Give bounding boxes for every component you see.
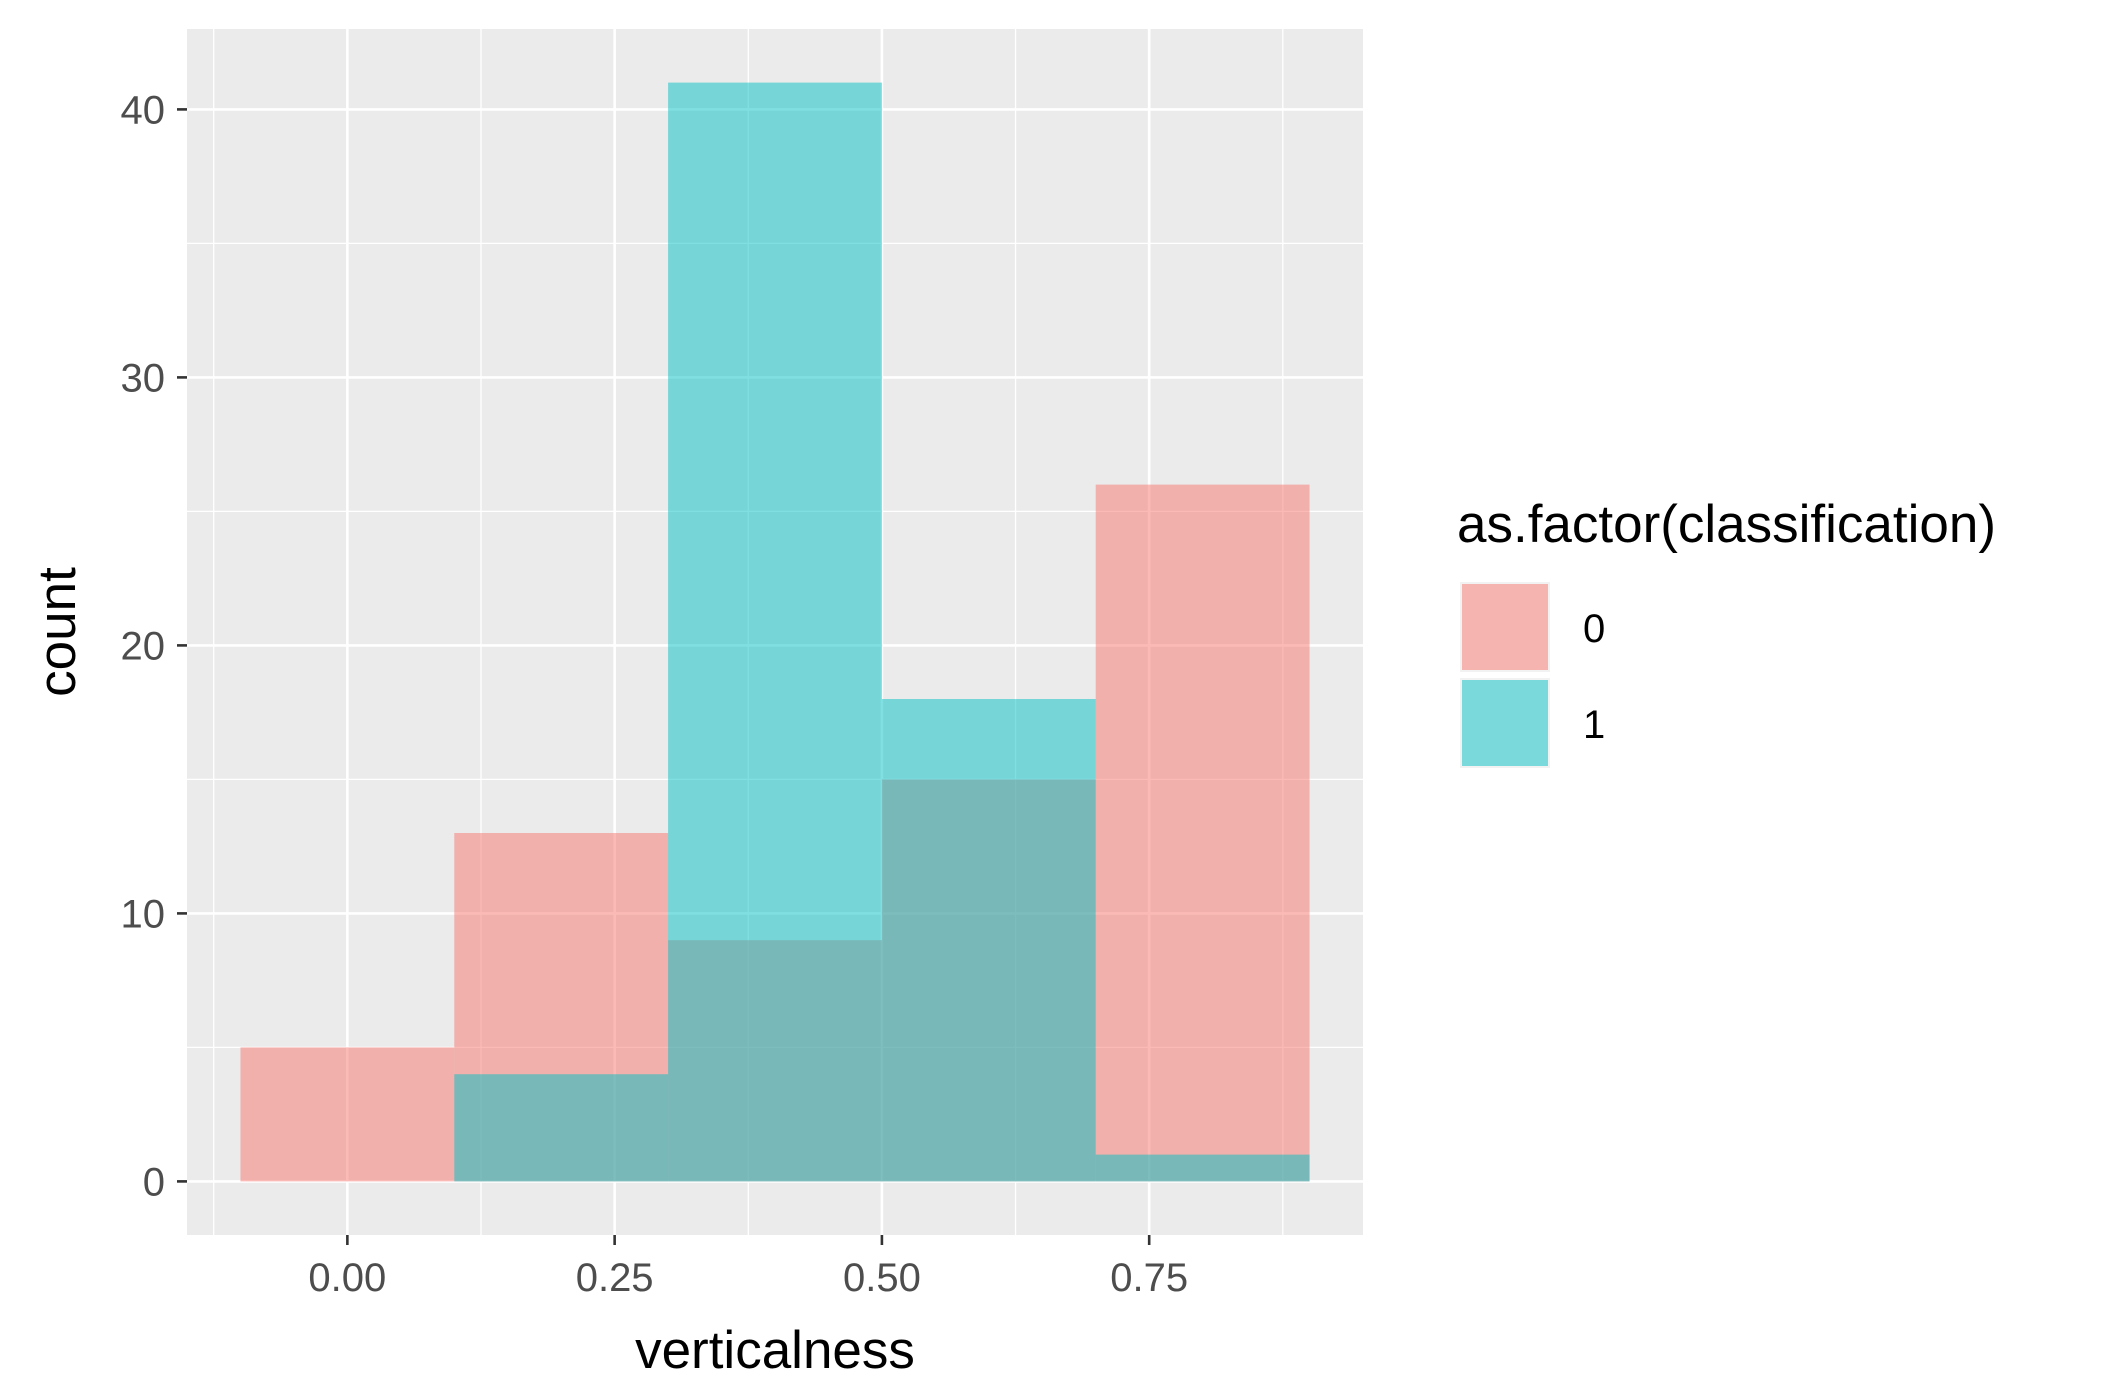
legend-label: 1: [1583, 703, 1605, 747]
bar-series-0-bin-4: [1095, 484, 1310, 1182]
series-1-bars: [454, 82, 1310, 1182]
x-tick-label: 0.75: [1110, 1256, 1188, 1300]
x-tick-label: 0.25: [576, 1256, 654, 1300]
bar-series-1-bin-4: [1095, 1154, 1310, 1182]
legend-key-swatch: [1462, 680, 1548, 766]
x-axis: 0.00 0.25 0.50 0.75: [308, 1235, 1188, 1300]
bar-series-1-bin-3: [881, 699, 1096, 1182]
x-tick-label: 0.50: [843, 1256, 921, 1300]
y-tick-label: 0: [143, 1160, 165, 1204]
y-tick-label: 30: [121, 356, 166, 400]
bar-series-1-bin-2: [668, 82, 882, 1182]
bar-series-0-bin-0: [240, 1047, 455, 1182]
bar-series-1-bin-1: [454, 1074, 669, 1182]
histogram-bars: [240, 82, 1310, 1182]
x-tick-label: 0.00: [308, 1256, 386, 1300]
y-tick-label: 10: [121, 892, 166, 936]
y-tick-label: 20: [121, 624, 166, 668]
legend: as.factor(classification) 0 1: [1457, 495, 1996, 768]
y-axis-title: count: [28, 567, 87, 697]
y-tick-label: 40: [121, 88, 166, 132]
legend-label: 0: [1583, 607, 1605, 651]
x-axis-title: verticalness: [635, 1321, 915, 1380]
y-axis: 0 10 20 30 40: [121, 88, 187, 1204]
legend-key-swatch: [1462, 584, 1548, 670]
legend-title: as.factor(classification): [1457, 495, 1996, 554]
